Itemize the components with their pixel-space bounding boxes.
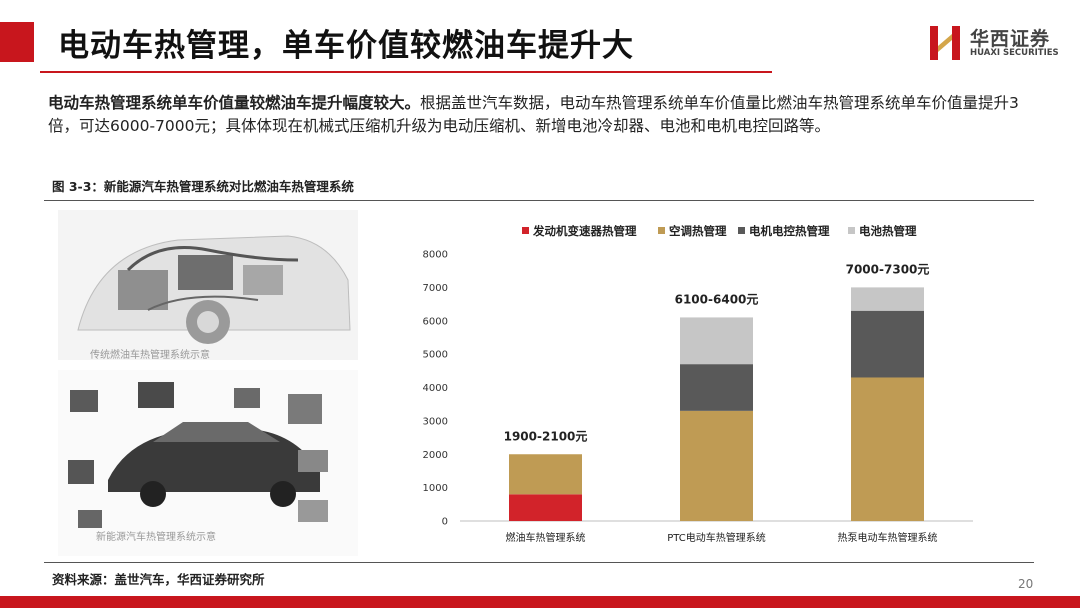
- y-tick-label: 0: [442, 517, 448, 528]
- total-annotations: 1900-2100元 6100-6400元 7000-7300元: [504, 262, 930, 443]
- legend-swatch: [848, 227, 855, 234]
- page-title: 电动车热管理，单车价值较燃油车提升大: [58, 28, 634, 64]
- legend-label: 电池热管理: [859, 224, 917, 238]
- bar-segment: [851, 377, 924, 521]
- chart-legend: 发动机变速器热管理 空调热管理 电机电控热管理 电池热管理: [522, 224, 917, 238]
- car-illustration-image: [58, 210, 358, 556]
- y-tick-label: 5000: [423, 350, 448, 361]
- y-tick-label: 1000: [423, 483, 448, 494]
- legend-label: 发动机变速器热管理: [532, 224, 637, 238]
- footer-bar: [0, 596, 1080, 608]
- thermal-system-illustration: 传统燃油车热管理系统示意 新能源汽车热管理系统示意: [58, 210, 358, 556]
- legend-swatch: [738, 227, 745, 234]
- summary-paragraph: 电动车热管理系统单车价值量较燃油车提升幅度较大。根据盖世汽车数据，电动车热管理系…: [48, 92, 1048, 138]
- y-tick-label: 4000: [423, 383, 448, 394]
- y-tick-label: 3000: [423, 416, 448, 427]
- legend-label: 空调热管理: [669, 224, 727, 238]
- bar-segment: [851, 287, 924, 311]
- y-tick-label: 2000: [423, 450, 448, 461]
- figure-label: 图 3-3：新能源汽车热管理系统对比燃油车热管理系统: [52, 179, 354, 194]
- x-tick-label: PTC电动车热管理系统: [667, 531, 766, 544]
- total-annotation: 7000-7300元: [846, 262, 930, 276]
- value-stacked-bar-chart: 发动机变速器热管理 空调热管理 电机电控热管理 电池热管理 0 1000 2000 3000…: [423, 224, 973, 544]
- legend-swatch: [522, 227, 529, 234]
- bar-segment: [680, 317, 753, 365]
- bar-segment: [509, 494, 582, 521]
- bar-segment: [680, 410, 753, 521]
- source-note: 资料来源：盖世汽车，华西证券研究所: [52, 572, 265, 587]
- summary-text: 根据盖世汽车数据，电动车热管理系统单车价值量比燃油车热管理系统单车价值量提升3倍…: [48, 94, 1019, 135]
- logo-name-en: HUAXI SECURITIES: [970, 48, 1059, 58]
- figure-top-rule: [44, 200, 1034, 201]
- y-tick-label: 7000: [423, 283, 448, 294]
- huaxi-logo: 华西证券 HUAXI SECURITIES: [928, 24, 1063, 62]
- bar-segment: [851, 310, 924, 378]
- x-axis-labels: 燃油车热管理系统 PTC电动车热管理系统 热泵电动车热管理系统: [506, 531, 938, 544]
- huaxi-logo-mark-icon: [930, 26, 960, 60]
- legend-swatch: [658, 227, 665, 234]
- bars: [509, 287, 924, 521]
- fuel-car-caption: 传统燃油车热管理系统示意: [90, 350, 210, 361]
- x-tick-label: 燃油车热管理系统: [506, 531, 586, 544]
- summary-lead: 电动车热管理系统单车价值量较燃油车提升幅度较大。: [48, 94, 421, 112]
- title-underline: [40, 71, 772, 73]
- title-accent-bar: [0, 22, 34, 62]
- legend-label: 电机电控热管理: [749, 224, 830, 238]
- page-number: 20: [1018, 577, 1034, 591]
- figure-bottom-rule: [44, 562, 1034, 563]
- logo-name-cn: 华西证券: [970, 28, 1051, 50]
- nev-car-caption: 新能源汽车热管理系统示意: [96, 532, 216, 543]
- total-annotation: 6100-6400元: [675, 292, 759, 306]
- bar-segment: [509, 454, 582, 495]
- total-annotation: 1900-2100元: [504, 429, 588, 443]
- y-tick-label: 8000: [423, 250, 448, 261]
- bar-segment: [680, 364, 753, 411]
- x-tick-label: 热泵电动车热管理系统: [838, 531, 938, 544]
- y-tick-label: 6000: [423, 316, 448, 327]
